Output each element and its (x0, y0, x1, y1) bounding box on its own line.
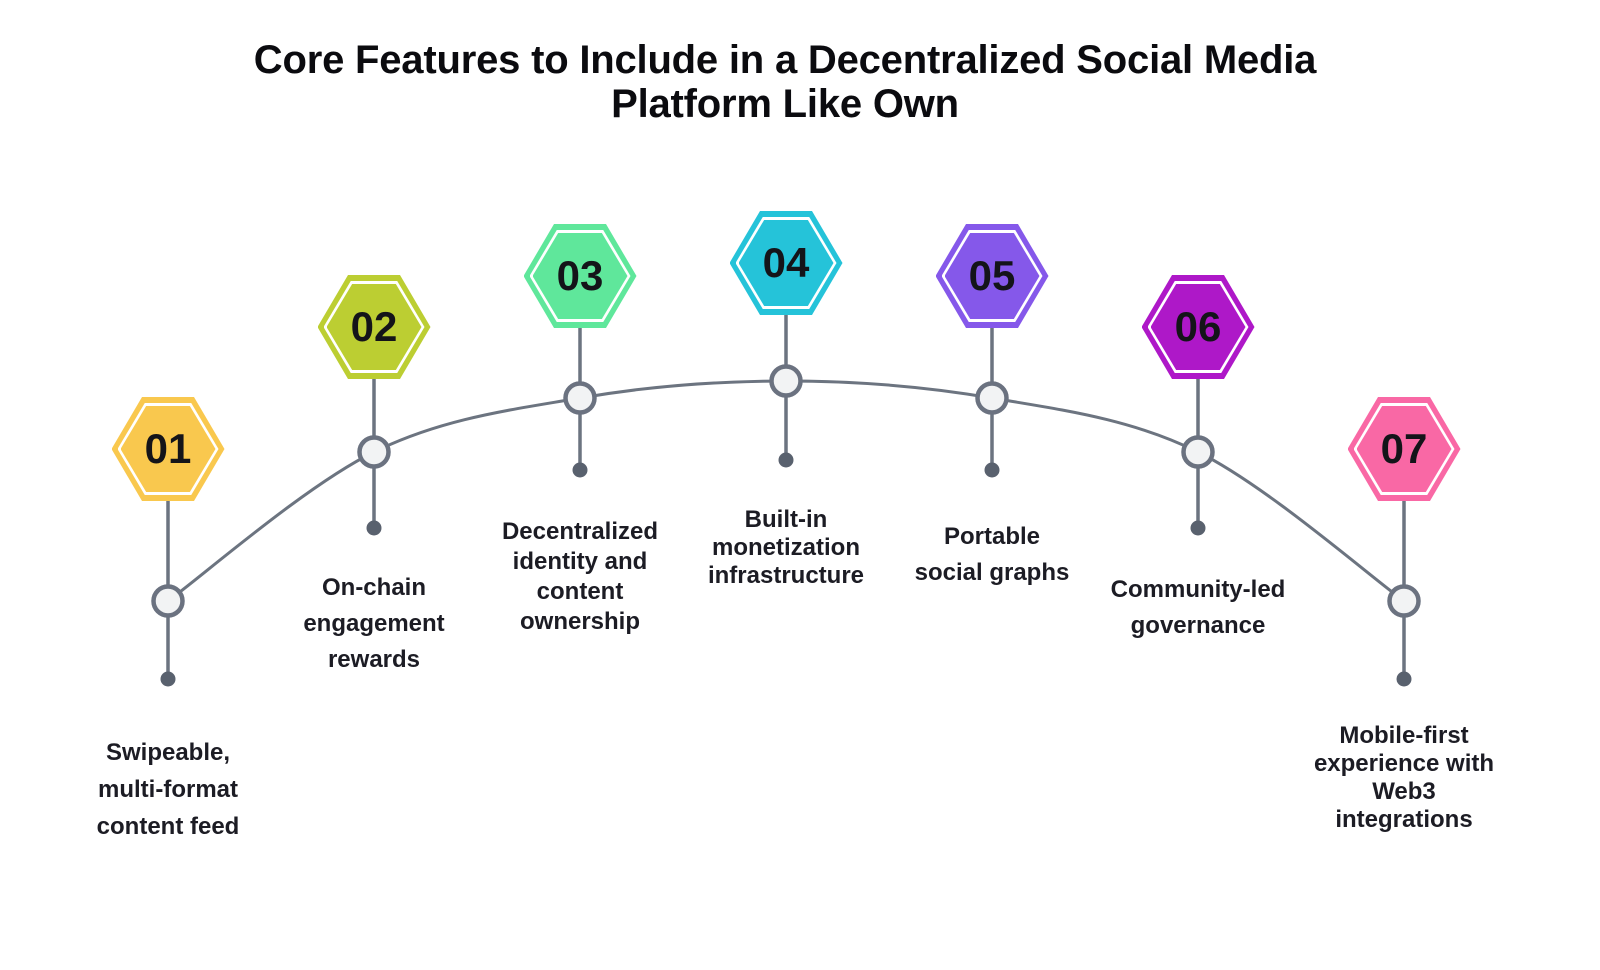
feature-number: 04 (762, 239, 810, 286)
feature-number: 07 (1380, 425, 1428, 472)
page-title-line2: Platform Like Own (611, 82, 959, 126)
feature-number: 06 (1174, 303, 1222, 350)
feature-label: Decentralized identity and content owner… (501, 518, 659, 635)
feature-hexagon-01: 01 (111, 397, 225, 501)
node-dot (778, 452, 794, 468)
node-dot (1396, 671, 1412, 687)
feature-number: 01 (144, 425, 192, 472)
node-circle (357, 435, 391, 469)
feature-hexagon-03: 03 (523, 224, 637, 328)
feature-number: 02 (350, 303, 398, 350)
page-title-line1: Core Features to Include in a Decentrali… (253, 38, 1317, 82)
node-dot (1190, 520, 1206, 536)
node-dot (572, 462, 588, 478)
feature-hexagon-07: 07 (1347, 397, 1461, 501)
feature-label: Community-led governance (1110, 576, 1286, 639)
node-dot (160, 671, 176, 687)
node-circle (1387, 584, 1421, 618)
node-circle (151, 584, 185, 618)
node-circle (975, 381, 1009, 415)
feature-label: Swipeable, multi-format content feed (96, 739, 240, 840)
feature-label: Mobile-first experience with Web3 integr… (1313, 722, 1495, 833)
node-circle (769, 364, 803, 398)
feature-hexagon-02: 02 (317, 275, 431, 379)
node-circle (1181, 435, 1215, 469)
node-circle (563, 381, 597, 415)
feature-label: On-chain engagement rewards (303, 574, 445, 673)
node-dot (366, 520, 382, 536)
feature-label: Portable social graphs (914, 523, 1070, 586)
feature-label: Built-in monetization infrastructure (707, 506, 865, 589)
feature-number: 03 (556, 252, 604, 299)
feature-hexagon-06: 06 (1141, 275, 1255, 379)
feature-number: 05 (968, 252, 1016, 299)
page-title: Core Features to Include in a Decentrali… (0, 38, 1570, 126)
node-dot (984, 462, 1000, 478)
feature-hexagon-05: 05 (935, 224, 1049, 328)
feature-hexagon-04: 04 (729, 211, 843, 315)
